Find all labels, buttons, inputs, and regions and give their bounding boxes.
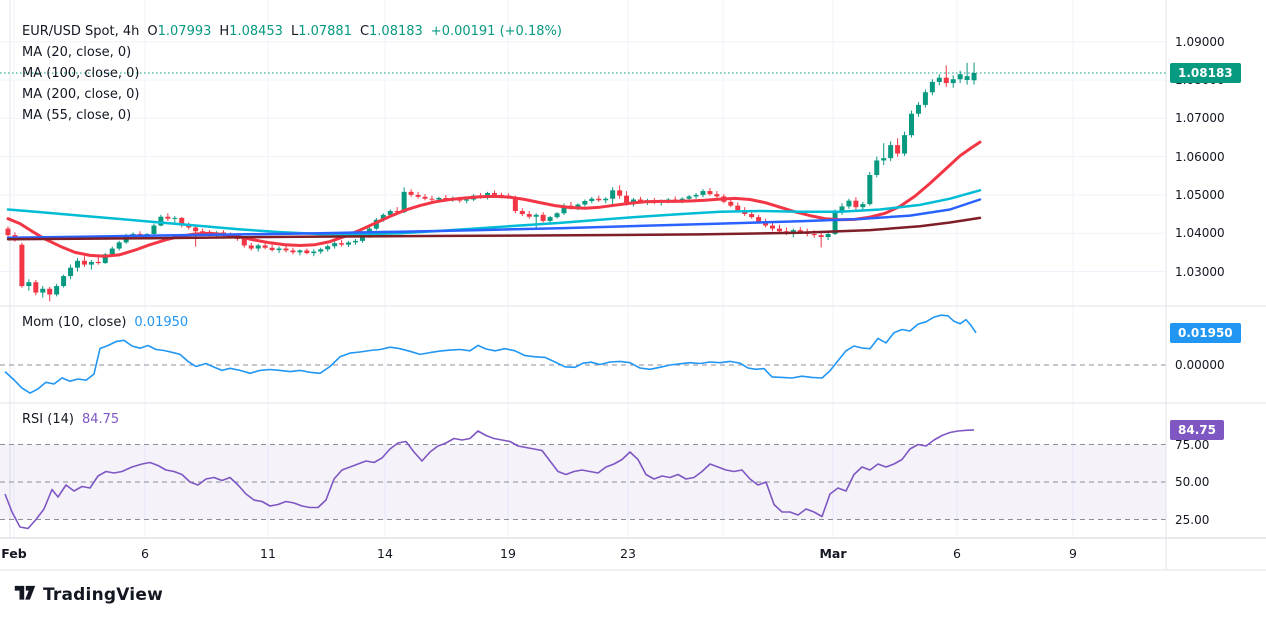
ma-100-legend[interactable]: MA (100, close, 0): [22, 66, 140, 81]
ohlc-high: H1.08453: [219, 24, 283, 39]
time-tick-6: 6: [141, 546, 149, 561]
momentum-line: [4, 314, 977, 394]
ohlc-open: O1.07993: [147, 24, 212, 39]
rsi-value: 84.75: [81, 412, 120, 427]
price-axis-column[interactable]: 1.08183 0.01950 84.75 1.090001.080001.07…: [1166, 0, 1266, 570]
tradingview-logo-text[interactable]: TradingView: [43, 585, 163, 605]
price-axis-label: 1.03000: [1175, 264, 1225, 279]
time-tick-6: 6: [953, 546, 961, 561]
ma-100-line: [6, 198, 982, 240]
rsi-axis-label: 75.00: [1175, 437, 1210, 452]
momentum-value-badge: 0.01950: [1170, 322, 1241, 343]
price-axis-label: 1.06000: [1175, 149, 1225, 164]
change-value: +0.00191 (+0.18%): [430, 24, 562, 39]
rsi-value-badge: 84.75: [1170, 419, 1224, 440]
momentum-axis-label: 0.00000: [1175, 358, 1225, 372]
price-axis-label: 1.05000: [1175, 187, 1225, 202]
tradingview-logo-icon[interactable]: [14, 582, 36, 608]
ma-200-line: [6, 216, 982, 241]
ma-55-legend[interactable]: MA (55, close, 0): [22, 108, 132, 123]
rsi-band: [0, 364, 1166, 520]
price-axis-label: 1.04000: [1175, 226, 1225, 241]
current-price-badge: 1.08183: [1170, 62, 1241, 83]
ohlc-low: L1.07881: [290, 24, 352, 39]
symbol-title[interactable]: EUR/USD Spot, 4h: [22, 24, 140, 39]
price-axis-label: 1.07000: [1175, 111, 1225, 126]
symbol-legend-row[interactable]: EUR/USD Spot, 4h O1.07993 H1.08453 L1.07…: [22, 21, 562, 42]
rsi-axis-label: 50.00: [1175, 475, 1210, 489]
time-axis[interactable]: Feb 6 11 14 19 23 Mar 6 9: [0, 538, 1266, 570]
rsi-legend[interactable]: RSI (14) 84.75: [22, 412, 119, 427]
time-tick-9: 9: [1069, 546, 1077, 561]
ma-200-legend[interactable]: MA (200, close, 0): [22, 87, 140, 102]
rsi-label: RSI (14): [22, 412, 74, 427]
ohlc-close: C1.08183: [359, 24, 423, 39]
time-tick-mar: Mar: [819, 546, 847, 561]
momentum-value: 0.01950: [134, 315, 189, 330]
momentum-label: Mom (10, close): [22, 315, 127, 330]
ma-20-line: [6, 140, 982, 258]
legend: EUR/USD Spot, 4h O1.07993 H1.08453 L1.07…: [22, 21, 562, 126]
time-tick-23: 23: [620, 546, 636, 561]
time-tick-feb: Feb: [1, 546, 27, 561]
rsi-axis-label: 25.00: [1175, 512, 1210, 527]
chart-canvas[interactable]: [0, 0, 1266, 572]
rsi-line: [4, 429, 975, 530]
time-tick-14: 14: [377, 546, 393, 561]
momentum-legend[interactable]: Mom (10, close) 0.01950: [22, 315, 188, 330]
footer: TradingView: [14, 582, 163, 608]
time-tick-11: 11: [260, 546, 276, 561]
ma-55-line: [6, 189, 982, 236]
price-axis-label: 1.09000: [1175, 34, 1225, 49]
time-tick-19: 19: [500, 546, 516, 561]
ma-20-legend[interactable]: MA (20, close, 0): [22, 45, 132, 60]
